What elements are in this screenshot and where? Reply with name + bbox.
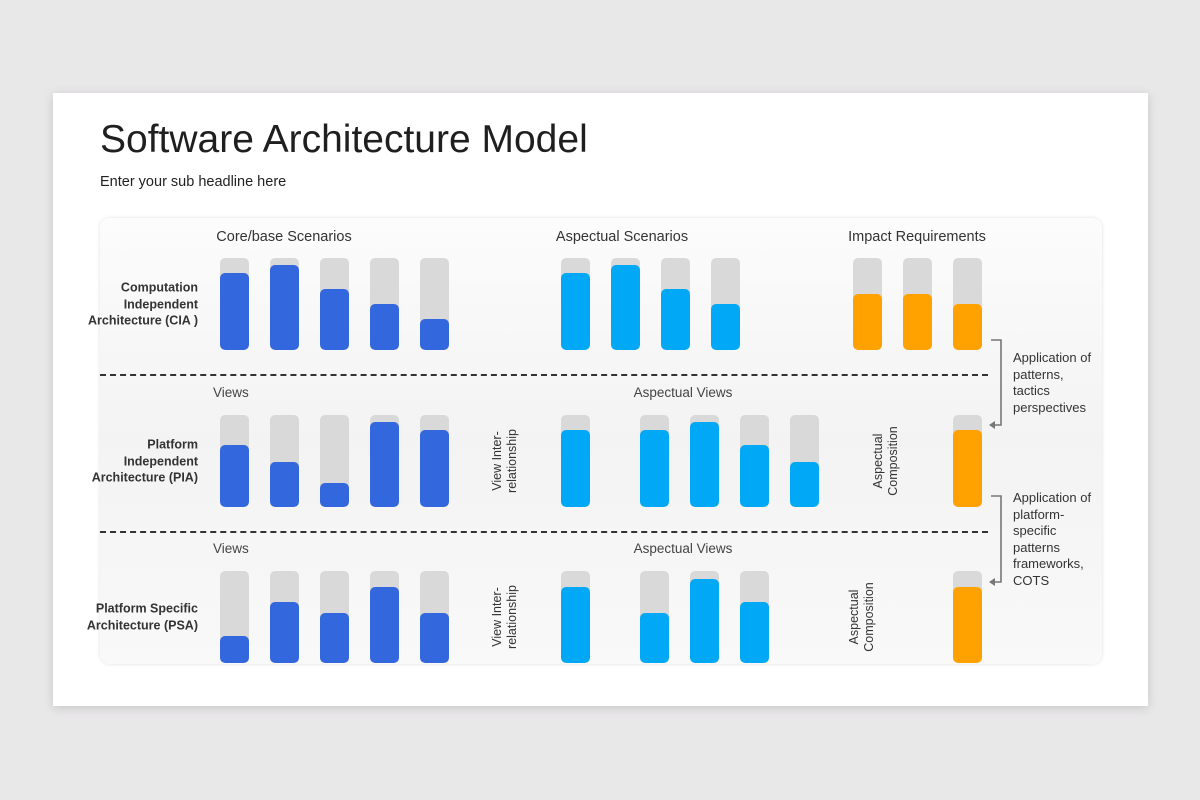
views-label: Views [213, 541, 249, 556]
core-bar-fill [220, 445, 249, 507]
impact-bar-track [953, 571, 982, 663]
aspectual-bar-track [740, 571, 769, 663]
aspectual-bar-track [790, 415, 819, 507]
impact-bar-fill [903, 293, 932, 350]
bracket-arrow-2 [991, 495, 1002, 583]
aspectual-bar-track [561, 415, 590, 507]
core-bar-fill [420, 613, 449, 663]
aspectual-views-label: Aspectual Views [633, 385, 733, 400]
bracket-arrows [989, 339, 1002, 586]
aspectual-bar-fill [790, 461, 819, 507]
aspectual-composition-label: Aspectual Composition [847, 582, 876, 652]
core-bar-fill [420, 318, 449, 350]
core-bar-fill [220, 636, 249, 663]
aspectual-bar-fill [640, 429, 669, 507]
aspectual-bar-fill [740, 445, 769, 507]
core-bar-track [320, 415, 349, 507]
row-divider [100, 531, 988, 533]
core-bar-fill [320, 483, 349, 507]
note-platform-patterns: Application of platform-specific pattern… [1013, 490, 1092, 588]
aspectual-bar-fill [690, 422, 719, 507]
aspectual-bar-track [561, 258, 590, 350]
subtitle: Enter your sub headline here [100, 174, 287, 190]
aspectual-bar-track [740, 415, 769, 507]
core-bar-fill [270, 461, 299, 507]
aspectual-bar-track [690, 571, 719, 663]
page-title: Software Architecture Model [100, 118, 588, 161]
aspectual-composition-label: Aspectual Composition [871, 426, 900, 496]
core-bar-track [220, 571, 249, 663]
impact-bar-track [953, 258, 982, 350]
aspectual-bar-fill [690, 579, 719, 663]
core-bar-track [370, 258, 399, 350]
arrow-head-icon [989, 421, 995, 429]
core-bar-track [420, 258, 449, 350]
aspectual-views-label: Aspectual Views [633, 541, 733, 556]
impact-bar-fill [953, 586, 982, 663]
row-divider [100, 374, 988, 376]
aspectual-bar-fill [640, 613, 669, 663]
view-interrelationship-label: View Inter- relationship [490, 585, 519, 649]
core-bar-track [420, 571, 449, 663]
core-bar-track [320, 571, 349, 663]
row-label-pia: Platform Independent Architecture (PIA) [91, 437, 198, 485]
core-bar-fill [370, 586, 399, 663]
core-bar-fill [370, 304, 399, 350]
core-bar-fill [370, 422, 399, 507]
impact-bar-fill [853, 293, 882, 350]
core-bar-fill [270, 602, 299, 663]
header-core: Core/base Scenarios [216, 229, 352, 245]
core-bar-fill [320, 289, 349, 350]
aspectual-bar-track [640, 571, 669, 663]
core-bar-track [270, 258, 299, 350]
aspectual-bar-track [711, 258, 740, 350]
aspectual-bar-fill [661, 289, 690, 350]
aspectual-bar-fill [561, 429, 590, 507]
impact-bar-fill [953, 429, 982, 507]
aspectual-bar-fill [561, 272, 590, 350]
aspectual-bar-track [561, 571, 590, 663]
arrow-head-icon [989, 578, 995, 586]
core-bar-track [220, 258, 249, 350]
core-bar-track [220, 415, 249, 507]
header-aspectual: Aspectual Scenarios [555, 229, 689, 245]
impact-bar-fill [953, 304, 982, 350]
core-bar-track [420, 415, 449, 507]
core-bar-fill [220, 272, 249, 350]
core-bar-fill [270, 265, 299, 350]
impact-bar-track [953, 415, 982, 507]
header-impact: Impact Requirements [848, 229, 986, 245]
row-label-psa: Platform Specific Architecture (PSA) [86, 601, 198, 633]
aspectual-bar-fill [711, 304, 740, 350]
core-bar-track [320, 258, 349, 350]
bracket-arrow-1 [991, 339, 1002, 426]
core-bar-track [370, 571, 399, 663]
core-bar-fill [320, 613, 349, 663]
views-label: Views [213, 385, 249, 400]
view-interrelationship-label: View Inter- relationship [490, 429, 519, 493]
core-bar-track [270, 415, 299, 507]
impact-bar-track [903, 258, 932, 350]
aspectual-bar-track [661, 258, 690, 350]
note-patterns: Application of patterns, tactics perspec… [1013, 350, 1092, 415]
aspectual-bar-fill [740, 602, 769, 663]
row-label-cia: Computation Independent Architecture (CI… [88, 280, 198, 328]
core-bar-track [370, 415, 399, 507]
diagram-panel [100, 218, 1102, 664]
impact-bar-track [853, 258, 882, 350]
core-bar-fill [420, 429, 449, 507]
aspectual-bar-fill [611, 265, 640, 350]
aspectual-bar-track [640, 415, 669, 507]
aspectual-bar-track [690, 415, 719, 507]
core-bar-track [270, 571, 299, 663]
aspectual-bar-fill [561, 586, 590, 663]
aspectual-bar-track [611, 258, 640, 350]
